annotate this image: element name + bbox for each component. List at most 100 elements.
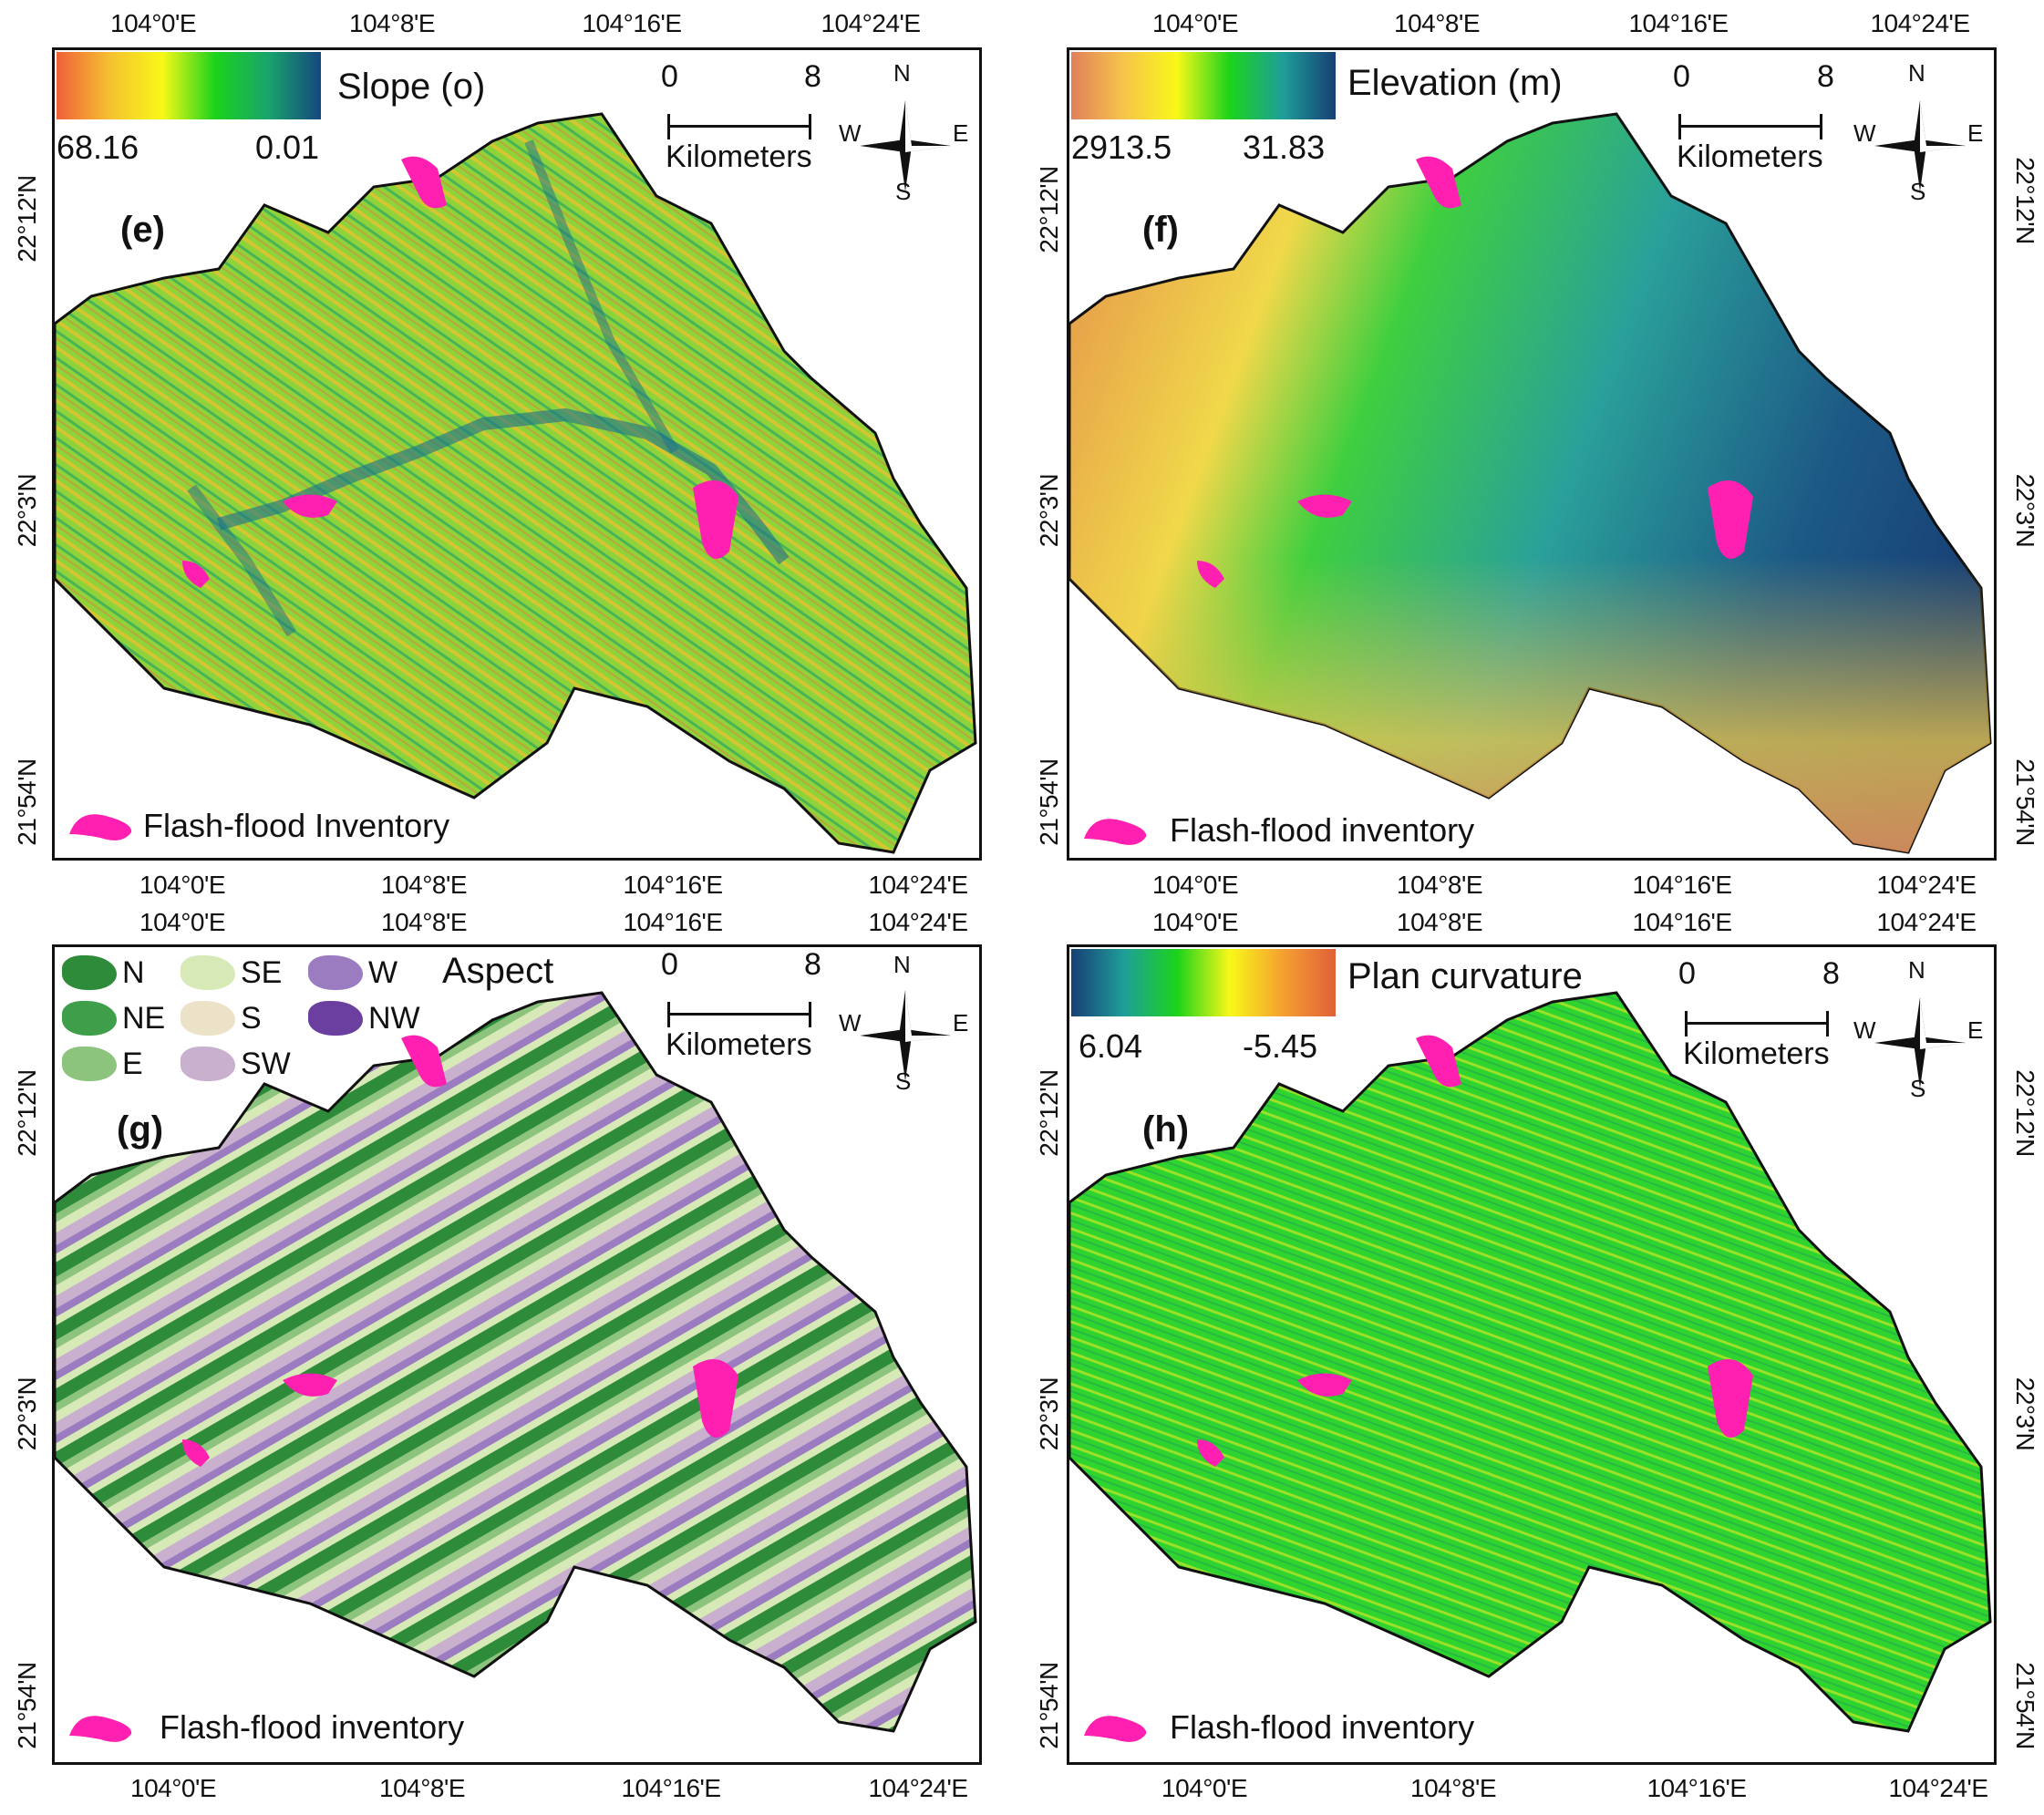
scalebar-start: 0: [1678, 956, 1696, 991]
compass-north: N: [893, 951, 911, 978]
lat-tick-right: 21°54'N: [2011, 1662, 2039, 1749]
lon-tick-top: 104°0'E: [1151, 908, 1239, 936]
scalebar-start: 0: [661, 947, 678, 982]
panel-label: (e): [120, 210, 165, 250]
lat-tick-left: 22°12'N: [13, 1069, 41, 1157]
compass-north: N: [893, 59, 911, 87]
inventory-legend-icon: [69, 1716, 132, 1742]
compass-south: S: [895, 1067, 912, 1095]
compass-east: E: [1967, 119, 1984, 147]
watershed-boundary: [55, 991, 977, 1733]
inventory-patch: [1297, 494, 1352, 518]
lat-tick-left: 22°3'N: [1035, 473, 1063, 548]
scalebar-end: 8: [1822, 956, 1840, 991]
lon-tick-top: 104°24'E: [821, 9, 921, 37]
valley-channel: [524, 139, 679, 454]
aspect-swatch-se: [181, 955, 235, 990]
lon-tick-bottom: 104°16'E: [621, 1774, 721, 1802]
lon-tick-bottom: 104°24'E: [1876, 871, 1977, 899]
inventory-patch: [283, 494, 337, 518]
compass-rose-icon: [1874, 100, 1966, 191]
lat-tick-left: 22°3'N: [13, 473, 41, 548]
panel-plan-curvature: 104°0'E 104°8'E 104°16'E 104°24'E 104°0'…: [1022, 908, 2044, 1815]
aspect-label: SW: [241, 1046, 291, 1081]
map-frame: N NE E SE S SW W NW Aspect (g) 0 8 Kilom…: [52, 944, 982, 1765]
map-frame: Slope (o) 68.16 0.01 (e) 0 8 Kilometers …: [52, 47, 982, 861]
legend-max: 31.83: [1243, 129, 1326, 166]
aspect-swatch-nw: [308, 1001, 363, 1036]
scalebar-unit: Kilometers: [1677, 139, 1823, 174]
lon-tick-bottom: 104°24'E: [1888, 1774, 1988, 1802]
aspect-label: W: [368, 954, 398, 990]
inventory-patch: [182, 1439, 210, 1467]
watershed-boundary: [1069, 991, 1992, 1733]
lon-tick-bottom: 104°0'E: [139, 871, 226, 899]
compass-west: W: [1853, 119, 1876, 147]
compass-north: N: [1908, 956, 1925, 984]
legend-title: Slope (o): [337, 67, 486, 107]
lat-tick-left: 22°12'N: [1035, 1069, 1063, 1157]
map-frame: Plan curvature 6.04 -5.45 (h) 0 8 Kilome…: [1067, 944, 1997, 1765]
lon-tick-bottom: 104°8'E: [380, 871, 468, 899]
compass-south: S: [1910, 178, 1926, 205]
lat-tick-right: 22°12'N: [2011, 157, 2039, 244]
inventory-patch: [182, 561, 210, 588]
lat-tick-left: 21°54'N: [13, 1662, 41, 1749]
lon-tick-top: 104°16'E: [623, 908, 723, 936]
compass-west: W: [1853, 1016, 1876, 1044]
slope-map: [55, 112, 977, 854]
aspect-swatch-ne: [62, 1001, 117, 1036]
inventory-patch: [1297, 1373, 1352, 1397]
lon-tick-bottom: 104°24'E: [868, 1774, 968, 1802]
aspect-legend-nw: NW: [308, 998, 420, 1038]
scalebar-unit: Kilometers: [666, 1027, 812, 1062]
lon-tick-top: 104°24'E: [1876, 908, 1977, 936]
legend-min: 68.16: [57, 129, 139, 166]
lon-tick-top: 104°8'E: [1393, 9, 1481, 37]
scalebar-start: 0: [1673, 59, 1690, 94]
lat-tick-left: 22°3'N: [1035, 1377, 1063, 1451]
scalebar-end: 8: [804, 59, 821, 94]
lon-tick-bottom: 104°8'E: [378, 1774, 466, 1802]
panel-label: (g): [117, 1109, 164, 1150]
panel-elevation: 104°0'E 104°8'E 104°16'E 104°24'E 104°0'…: [1022, 0, 2044, 908]
lon-tick-bottom: 104°16'E: [1647, 1774, 1747, 1802]
inventory-legend-label: Flash-flood inventory: [160, 1708, 465, 1746]
compass-rose-icon: [1874, 997, 1966, 1088]
scalebar-end: 8: [804, 947, 821, 982]
lon-tick-top: 104°24'E: [1870, 9, 1970, 37]
lon-tick-top: 104°8'E: [348, 9, 436, 37]
inventory-patch: [1197, 561, 1224, 588]
compass-south: S: [1910, 1075, 1926, 1102]
panel-label: (h): [1142, 1109, 1190, 1150]
panel-aspect: 104°0'E 104°8'E 104°16'E 104°24'E 104°0'…: [0, 908, 1022, 1815]
inventory-legend-icon: [69, 814, 132, 840]
lon-tick-bottom: 104°8'E: [1396, 871, 1483, 899]
legend-title: Elevation (m): [1347, 63, 1563, 103]
lon-tick-top: 104°0'E: [1151, 9, 1239, 37]
legend-title: Aspect: [442, 951, 554, 991]
inventory-patch: [283, 1373, 337, 1397]
aspect-swatch-n: [62, 955, 117, 990]
lon-tick-bottom: 104°0'E: [129, 1774, 217, 1802]
aspect-legend-e: E: [62, 1044, 143, 1084]
lat-tick-left: 22°12'N: [13, 175, 41, 263]
inventory-legend-label: Flash-flood inventory: [1170, 1708, 1475, 1746]
inventory-patch: [401, 156, 447, 209]
inventory-legend-label: Flash-flood inventory: [1170, 811, 1475, 849]
lat-tick-right: 22°3'N: [2011, 1377, 2039, 1451]
lon-tick-top: 104°8'E: [380, 908, 468, 936]
aspect-label: NW: [368, 1000, 420, 1036]
scalebar: [667, 1002, 811, 1027]
lat-tick-right: 22°3'N: [2011, 473, 2039, 548]
aspect-swatch-s: [181, 1001, 235, 1036]
legend-max: -5.45: [1243, 1027, 1318, 1065]
aspect-legend-w: W: [308, 953, 397, 993]
scalebar: [1678, 114, 1822, 139]
legend-ramp: [1071, 52, 1336, 119]
scalebar: [1685, 1011, 1829, 1036]
legend-title: Plan curvature: [1347, 956, 1583, 996]
lat-tick-left: 21°54'N: [13, 758, 41, 846]
compass-south: S: [895, 178, 912, 205]
lon-tick-bottom: 104°0'E: [1161, 1774, 1248, 1802]
